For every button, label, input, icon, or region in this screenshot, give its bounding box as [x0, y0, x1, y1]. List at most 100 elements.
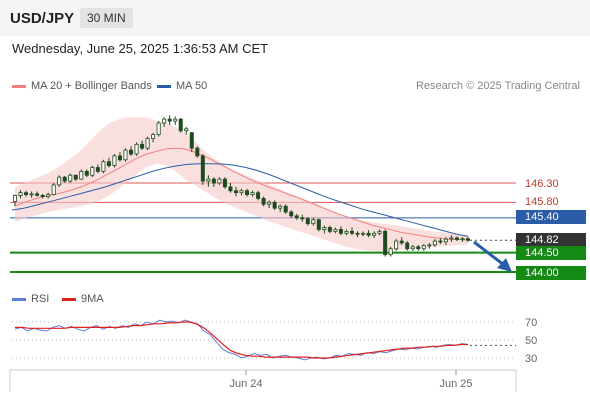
candle	[101, 159, 106, 174]
candle-body	[101, 161, 106, 172]
candle-body	[79, 170, 84, 180]
candle-body	[112, 155, 117, 166]
candle	[211, 177, 216, 187]
candle-body	[206, 178, 211, 182]
candle-body	[256, 192, 261, 199]
candle-body	[372, 232, 377, 236]
candle-body	[432, 240, 437, 246]
candle-body	[449, 237, 454, 240]
candle	[338, 226, 343, 236]
candle	[167, 115, 172, 125]
candle	[394, 239, 399, 251]
candle	[51, 183, 56, 196]
level-badge-144-00: 144.00	[516, 266, 586, 280]
candle-body	[344, 230, 349, 234]
candle	[278, 204, 283, 213]
candle	[272, 200, 277, 211]
candle	[300, 214, 305, 222]
candle-body	[416, 246, 421, 250]
candle-body	[333, 229, 338, 232]
candle	[366, 230, 371, 238]
candle	[421, 244, 426, 251]
rsi-tick-label: 30	[525, 353, 537, 365]
candle-body	[140, 143, 145, 149]
candle	[267, 200, 272, 209]
current-price-badge: 144.82	[516, 233, 586, 247]
candle	[322, 225, 327, 234]
candle-body	[366, 232, 371, 236]
datetime-label: Wednesday, June 25, 2025 1:36:53 AM CET	[12, 41, 269, 56]
ma20-legend-label: MA 20 + Bollinger Bands	[31, 80, 152, 92]
candle	[68, 173, 73, 183]
candle	[18, 189, 23, 199]
rsi-tick-label: 70	[525, 317, 537, 329]
candle	[233, 186, 238, 197]
level-badge-144-50: 144.50	[516, 246, 586, 260]
candle	[12, 194, 17, 207]
candle-body	[383, 230, 388, 255]
candle	[316, 218, 321, 232]
candle-body	[90, 167, 95, 176]
candle	[383, 229, 388, 257]
candle	[140, 140, 145, 151]
candle-body	[57, 176, 62, 186]
rsi-ma9-line	[15, 321, 468, 359]
candle	[245, 188, 250, 197]
candle	[151, 132, 156, 143]
x-axis: Jun 24 Jun 25	[9, 369, 517, 392]
candle	[344, 229, 349, 236]
candle	[112, 153, 117, 168]
candle	[106, 157, 111, 168]
candle-body	[305, 218, 310, 225]
rsi-swatch	[12, 297, 26, 301]
legend-ma50: MA 50	[157, 80, 207, 92]
candle-body	[178, 118, 183, 132]
candle	[372, 231, 377, 238]
candle	[305, 217, 310, 226]
timeframe-button[interactable]: 30 MIN	[80, 8, 133, 28]
candle	[289, 210, 294, 218]
candle-body	[211, 178, 216, 184]
candle-body	[438, 240, 443, 243]
candle	[261, 196, 266, 207]
rsi-panel: 70 50 30	[12, 317, 537, 365]
candle	[460, 237, 465, 242]
candle	[90, 165, 95, 178]
candle-body	[355, 232, 360, 235]
candle	[117, 152, 122, 162]
forecast-arrow	[473, 240, 512, 272]
level-badge-145-40: 145.40	[516, 210, 586, 224]
ma50-swatch	[157, 84, 171, 88]
candle-body	[250, 192, 255, 196]
candle-body	[394, 240, 399, 250]
candle	[465, 237, 470, 242]
ma50-line	[11, 163, 469, 237]
level-label-146-30: 146.30	[525, 178, 559, 190]
candle	[217, 177, 222, 185]
candle-body	[405, 242, 410, 250]
candle	[95, 164, 100, 174]
candle	[349, 227, 354, 236]
candle-body	[421, 245, 426, 250]
candle-body	[289, 211, 294, 217]
rsi-tick-label: 50	[525, 335, 537, 347]
bollinger-bands	[15, 117, 468, 252]
candle-body	[189, 132, 194, 149]
x-tick-label: Jun 24	[229, 378, 262, 390]
x-tick-label: Jun 25	[439, 378, 472, 390]
candle-body	[465, 238, 470, 241]
ma9-swatch	[62, 297, 76, 301]
candle	[294, 213, 299, 220]
candle-body	[151, 134, 156, 139]
legend-ma20: MA 20 + Bollinger Bands	[12, 80, 152, 92]
candle	[84, 169, 89, 178]
candle	[405, 241, 410, 251]
candle-body	[73, 174, 78, 180]
candle	[123, 148, 128, 162]
candle	[399, 237, 404, 245]
candle	[29, 191, 34, 198]
candle	[134, 142, 139, 156]
legend-9ma: 9MA	[62, 293, 104, 305]
candle-body	[29, 193, 34, 196]
candle	[184, 126, 189, 135]
